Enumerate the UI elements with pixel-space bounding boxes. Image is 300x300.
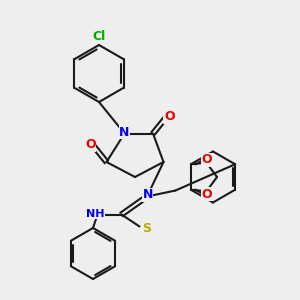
Text: O: O (202, 153, 212, 166)
Text: N: N (142, 188, 153, 202)
Text: NH: NH (86, 209, 105, 219)
Text: O: O (164, 110, 175, 123)
Text: S: S (142, 221, 152, 235)
Text: O: O (85, 138, 96, 152)
Text: Cl: Cl (92, 30, 106, 43)
Text: N: N (119, 125, 130, 139)
Text: O: O (202, 188, 212, 201)
